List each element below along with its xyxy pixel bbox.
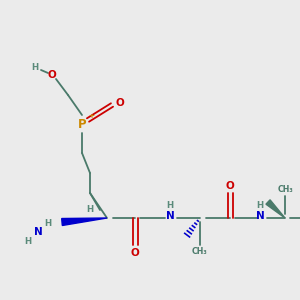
Text: H: H xyxy=(256,202,264,211)
Text: H: H xyxy=(167,202,174,211)
Text: P: P xyxy=(78,118,86,131)
Text: O: O xyxy=(226,181,234,191)
Text: N: N xyxy=(34,227,42,237)
Text: H: H xyxy=(86,206,94,214)
Polygon shape xyxy=(62,218,107,226)
Text: N: N xyxy=(166,211,174,221)
Text: CH₃: CH₃ xyxy=(277,184,293,194)
Text: +: + xyxy=(88,113,94,119)
Text: O: O xyxy=(116,98,124,108)
Text: H: H xyxy=(44,218,52,227)
Text: O: O xyxy=(130,248,140,258)
Polygon shape xyxy=(266,200,285,218)
Text: H: H xyxy=(24,236,32,245)
Text: H: H xyxy=(32,64,39,73)
Text: CH₃: CH₃ xyxy=(192,248,208,256)
Text: O: O xyxy=(48,70,56,80)
Text: N: N xyxy=(256,211,264,221)
